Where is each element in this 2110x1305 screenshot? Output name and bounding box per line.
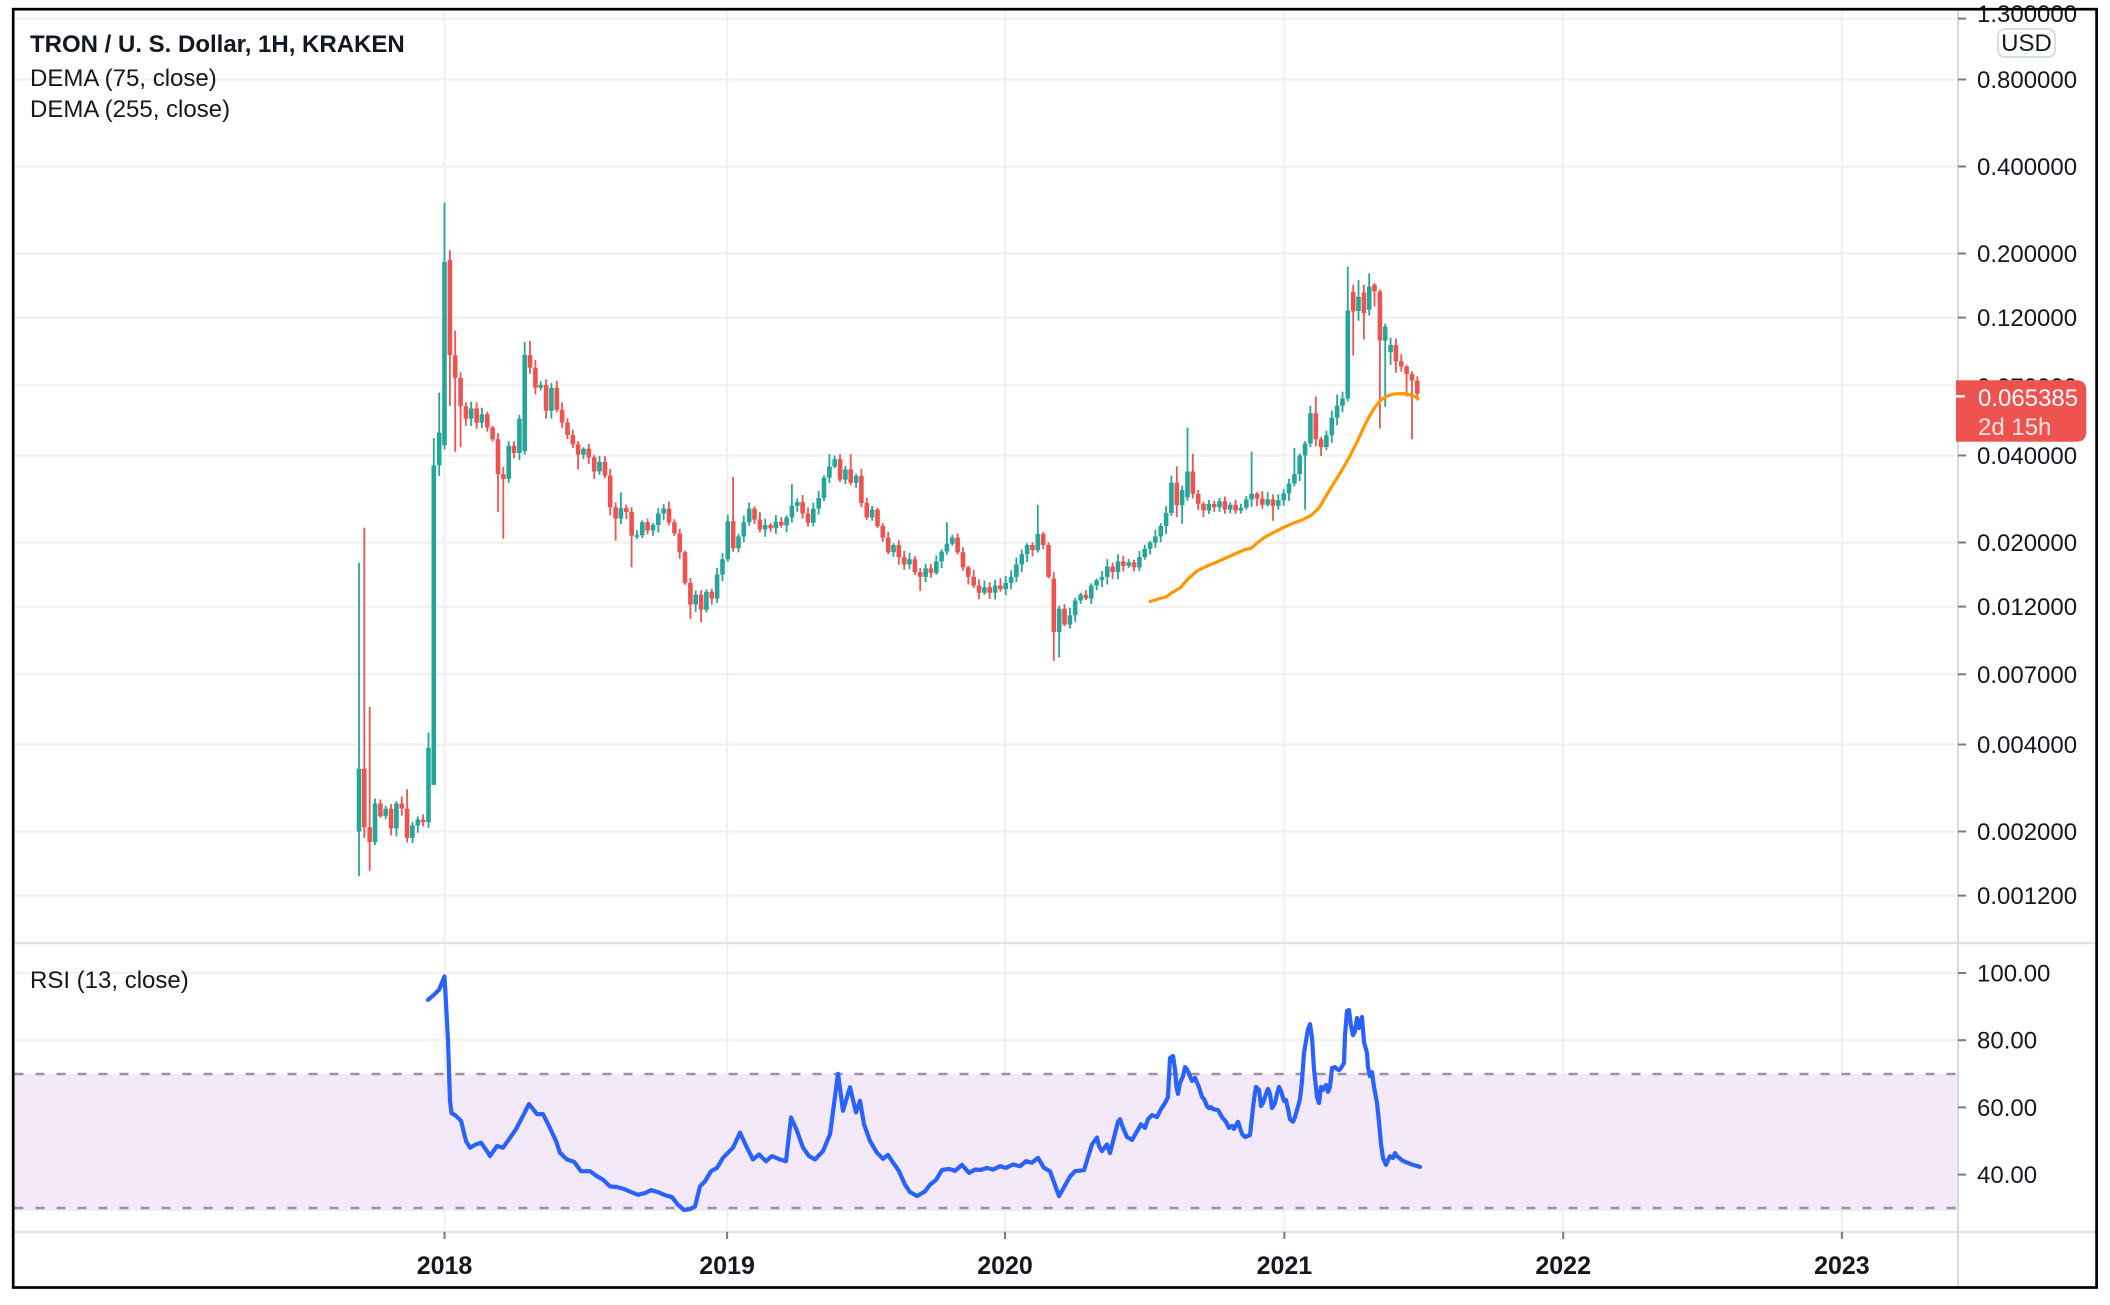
svg-text:40.00: 40.00 [1977, 1162, 2037, 1189]
svg-text:RSI (13, close): RSI (13, close) [30, 967, 189, 994]
svg-text:0.002000: 0.002000 [1977, 819, 2077, 846]
svg-text:TRON / U. S. Dollar, 1H, KRAKE: TRON / U. S. Dollar, 1H, KRAKEN [30, 31, 405, 58]
svg-text:0.004000: 0.004000 [1977, 732, 2077, 759]
svg-text:0.120000: 0.120000 [1977, 305, 2077, 332]
svg-text:100.00: 100.00 [1977, 961, 2050, 988]
svg-text:0.400000: 0.400000 [1977, 154, 2077, 181]
svg-text:0.200000: 0.200000 [1977, 241, 2077, 268]
svg-text:0.001200: 0.001200 [1977, 883, 2077, 910]
svg-text:80.00: 80.00 [1977, 1028, 2037, 1055]
svg-text:DEMA (255, close): DEMA (255, close) [30, 96, 230, 123]
svg-text:2018: 2018 [417, 1252, 473, 1280]
svg-text:0.040000: 0.040000 [1977, 443, 2077, 470]
svg-text:2023: 2023 [1814, 1252, 1870, 1280]
svg-text:DEMA (75, close): DEMA (75, close) [30, 65, 217, 92]
svg-text:0.007000: 0.007000 [1977, 662, 2077, 689]
svg-text:USD: USD [2001, 30, 2052, 57]
svg-text:0.020000: 0.020000 [1977, 530, 2077, 557]
svg-text:2021: 2021 [1257, 1252, 1313, 1280]
svg-text:1.300000: 1.300000 [1977, 1, 2077, 28]
svg-text:2020: 2020 [977, 1252, 1033, 1280]
svg-text:2d 15h: 2d 15h [1978, 414, 2051, 441]
svg-text:2022: 2022 [1535, 1252, 1591, 1280]
svg-text:0.065385: 0.065385 [1978, 385, 2078, 412]
svg-text:0.012000: 0.012000 [1977, 594, 2077, 621]
svg-text:2019: 2019 [699, 1252, 755, 1280]
svg-text:60.00: 60.00 [1977, 1095, 2037, 1122]
svg-text:0.800000: 0.800000 [1977, 67, 2077, 94]
